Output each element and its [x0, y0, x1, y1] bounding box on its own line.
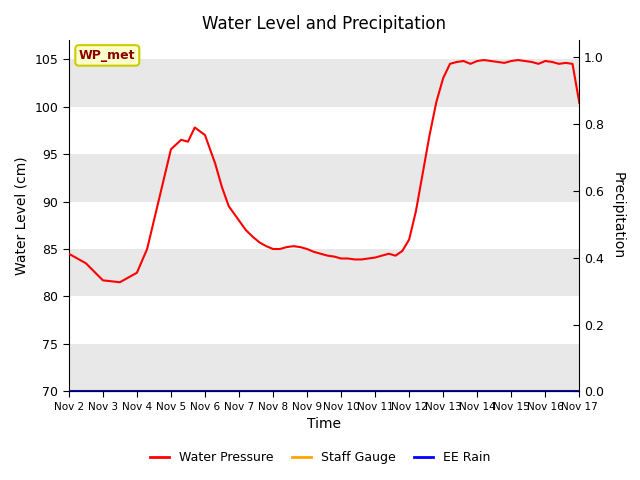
Water Pressure [65, 251, 73, 257]
Bar [69, 297, 579, 344]
Legend: Water Pressure, Staff Gauge, EE Rain: Water Pressure, Staff Gauge, EE Rain [145, 446, 495, 469]
Water Pressure [548, 59, 556, 65]
Water Pressure [480, 57, 488, 63]
Water Pressure [575, 100, 583, 106]
Bar [69, 202, 579, 249]
Bar [69, 107, 579, 154]
Water Pressure [116, 279, 124, 285]
Title: Water Level and Precipitation: Water Level and Precipitation [202, 15, 446, 33]
Bar [69, 40, 579, 59]
Water Pressure [534, 61, 542, 67]
Text: WP_met: WP_met [79, 49, 136, 62]
Y-axis label: Precipitation: Precipitation [611, 172, 625, 259]
Bar [69, 154, 579, 202]
Water Pressure [453, 59, 461, 65]
Bar [69, 59, 579, 107]
Y-axis label: Water Level (cm): Water Level (cm) [15, 156, 29, 275]
Bar [69, 249, 579, 297]
Water Pressure [494, 59, 502, 65]
Water Pressure [541, 58, 549, 64]
Bar [69, 344, 579, 391]
X-axis label: Time: Time [307, 418, 341, 432]
Line: Water Pressure: Water Pressure [69, 60, 579, 282]
Water Pressure [433, 99, 440, 105]
